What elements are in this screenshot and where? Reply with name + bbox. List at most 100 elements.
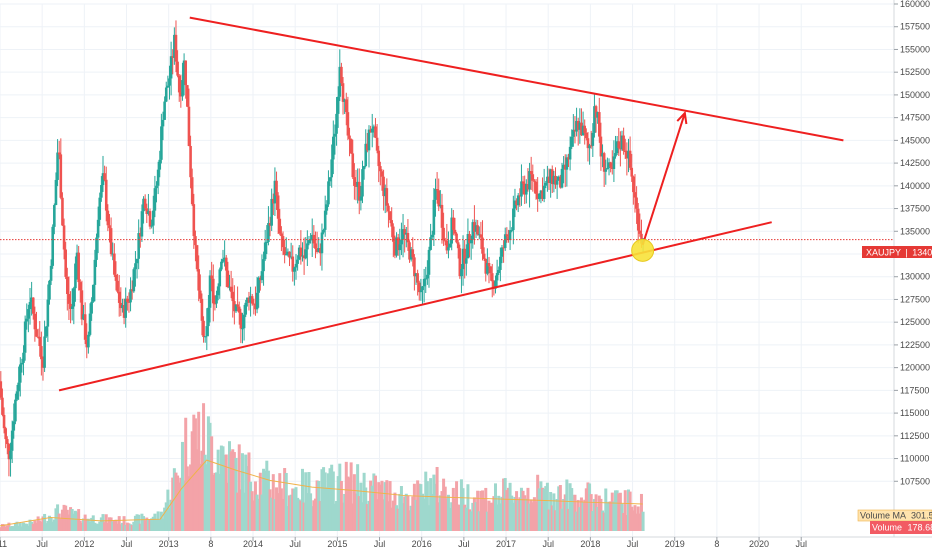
candle-body (246, 297, 249, 303)
candle-body (62, 225, 66, 250)
candle-body (555, 180, 559, 185)
volume-bar (315, 480, 319, 531)
volume-bar (566, 508, 570, 531)
volume-bar (22, 522, 26, 531)
volume-bar (346, 476, 350, 531)
candle-body (494, 280, 497, 289)
candle-body (351, 153, 355, 178)
price-axis[interactable]: 107500 110000 112500 115000 117500 120000 1225… (894, 0, 930, 486)
candle-body (28, 301, 32, 310)
volume-bar (177, 482, 181, 531)
volume-bar (469, 511, 473, 531)
volume-bar (401, 503, 405, 531)
candle-body (315, 248, 319, 253)
volume-bar (541, 487, 545, 531)
volume-bar (364, 487, 368, 531)
candle-body (127, 301, 131, 303)
candle-body (325, 204, 329, 211)
touch-marker-circle[interactable] (631, 238, 655, 262)
volume-bar (179, 477, 183, 531)
candle-body (620, 135, 624, 150)
candle-body (404, 232, 408, 235)
volume-bar (171, 477, 175, 531)
candle-body (388, 211, 392, 221)
candle-body (327, 181, 330, 205)
volume-bar (320, 469, 324, 531)
candle-body (78, 282, 82, 291)
badge-separator: | (905, 248, 907, 258)
candle-body (427, 249, 431, 275)
candle-body (95, 237, 98, 260)
volume-bar (122, 516, 126, 531)
candle-body (289, 256, 293, 258)
volume-bar (562, 499, 566, 531)
volume-bar (138, 523, 142, 531)
candle-body (46, 299, 50, 327)
candle-body (463, 248, 466, 264)
candle-body (44, 326, 48, 337)
volume-bar (396, 508, 400, 531)
candle-body (176, 61, 179, 76)
time-axis[interactable]: 011 Jul 2012 Jul 2013 8 2014 Jul 2015 Jul 2016 Jul 2… (0, 537, 807, 549)
candle-body (104, 179, 108, 211)
volume-bar (211, 474, 215, 531)
candle-body (408, 242, 411, 260)
candle-body (82, 314, 85, 320)
time-tick-label: Jul (289, 539, 301, 549)
price-tick-label: 157500 (900, 22, 930, 32)
volume-bar (497, 495, 501, 531)
volume-bar (526, 487, 530, 531)
candle-body (310, 234, 314, 240)
volume-bar (610, 492, 614, 531)
candle-body (392, 226, 395, 242)
volume-bar (15, 521, 19, 531)
volume-bar (433, 483, 437, 531)
volume-bar (278, 473, 282, 531)
projection-arrow[interactable] (641, 110, 688, 246)
volume-bar (229, 451, 233, 531)
candle-body (568, 146, 572, 160)
volume-bar (51, 521, 55, 531)
resistance-trendline[interactable] (189, 16, 844, 142)
candle-body (273, 180, 277, 204)
volume-bar (85, 518, 89, 531)
candle-body (361, 169, 364, 197)
volume-bar (518, 497, 522, 531)
candle-body (200, 298, 204, 321)
volume-bar (304, 472, 308, 531)
volume-bar (135, 514, 139, 531)
volume-bar (174, 472, 178, 531)
volume-bar (234, 457, 238, 531)
candle-body (354, 185, 358, 187)
volume-bar (466, 484, 470, 531)
volume-bar (206, 416, 210, 531)
support-trendline[interactable] (58, 221, 772, 392)
candle-body (96, 219, 100, 238)
candle-body (0, 381, 3, 398)
volume-bar (335, 501, 339, 531)
candle-body (633, 192, 637, 198)
volume-bar (195, 449, 199, 531)
volume-bar (421, 493, 425, 531)
candle-body (455, 233, 458, 243)
svg-text:Volume MA 301.54K: Volume MA 301.54K (860, 511, 932, 521)
volume-bar (161, 518, 165, 531)
volume-bar (604, 488, 608, 531)
volume-bar (515, 491, 519, 531)
candle-body (549, 169, 552, 183)
volume-bar (349, 462, 353, 531)
volume-bar (367, 500, 371, 531)
candle-body (88, 313, 92, 335)
candle-body (617, 141, 621, 149)
volume-bar (78, 520, 82, 531)
volume-bar (67, 514, 71, 531)
candle-body (335, 113, 338, 134)
volume-bar (471, 502, 475, 531)
volume-bar (592, 499, 596, 531)
candle-body (379, 166, 382, 172)
volume-bar (142, 516, 146, 531)
volume-bar (184, 417, 188, 531)
volume-bar (140, 513, 144, 531)
candle-body (328, 177, 332, 182)
